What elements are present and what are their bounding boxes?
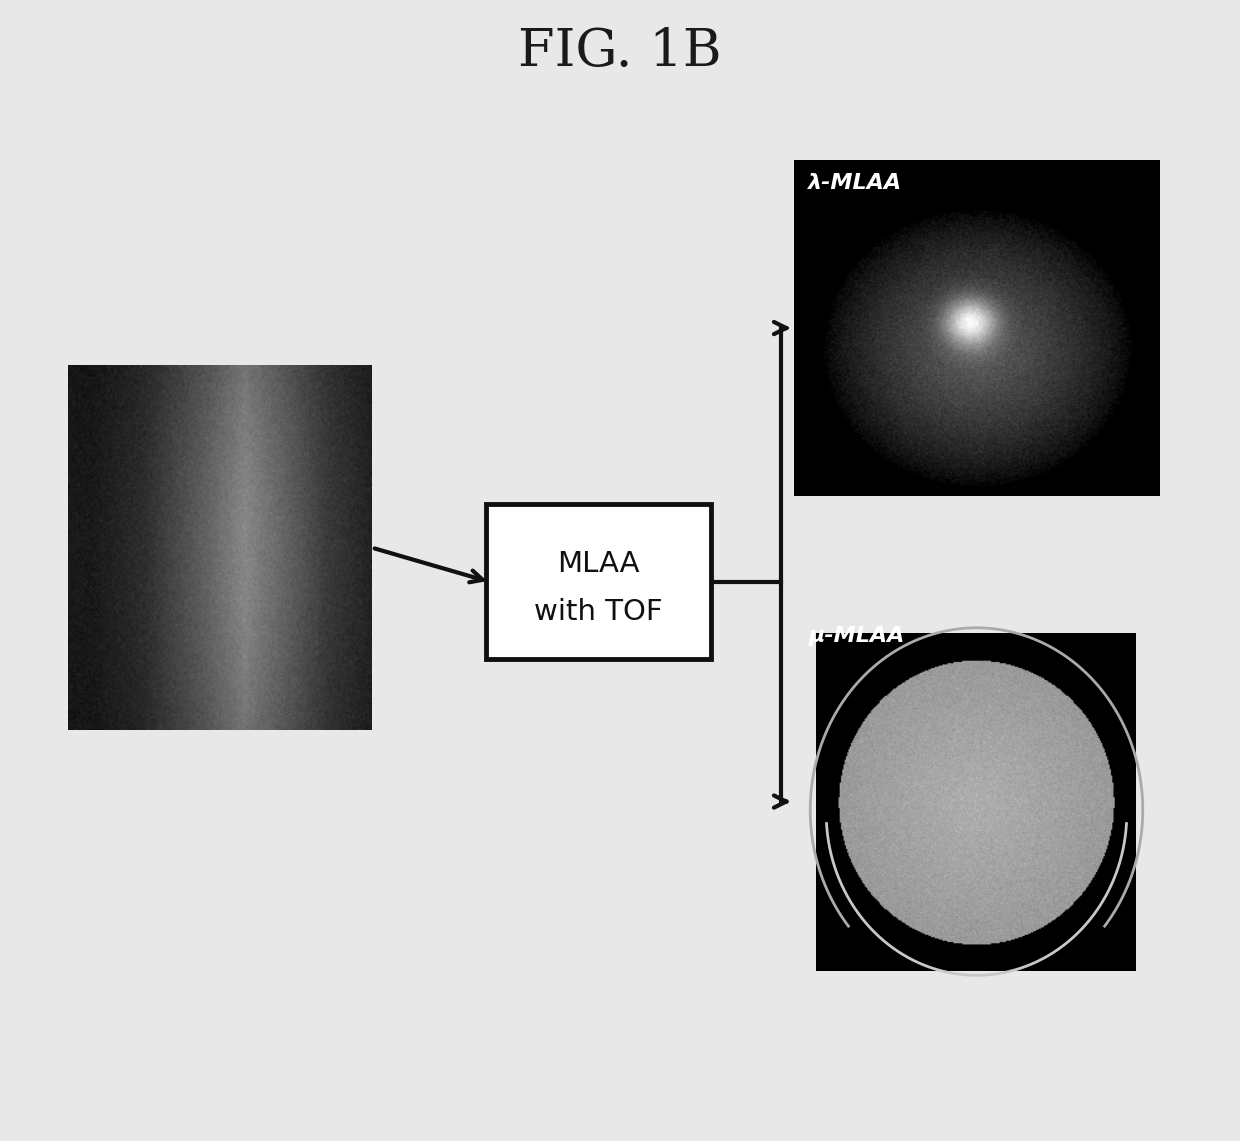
- FancyBboxPatch shape: [486, 504, 711, 659]
- Text: μ-MLAA: μ-MLAA: [808, 625, 905, 646]
- Text: MLAA: MLAA: [557, 550, 640, 578]
- Text: FIG. 1B: FIG. 1B: [518, 26, 722, 76]
- Text: with TOF: with TOF: [534, 598, 662, 625]
- Text: λ-MLAA: λ-MLAA: [808, 173, 903, 193]
